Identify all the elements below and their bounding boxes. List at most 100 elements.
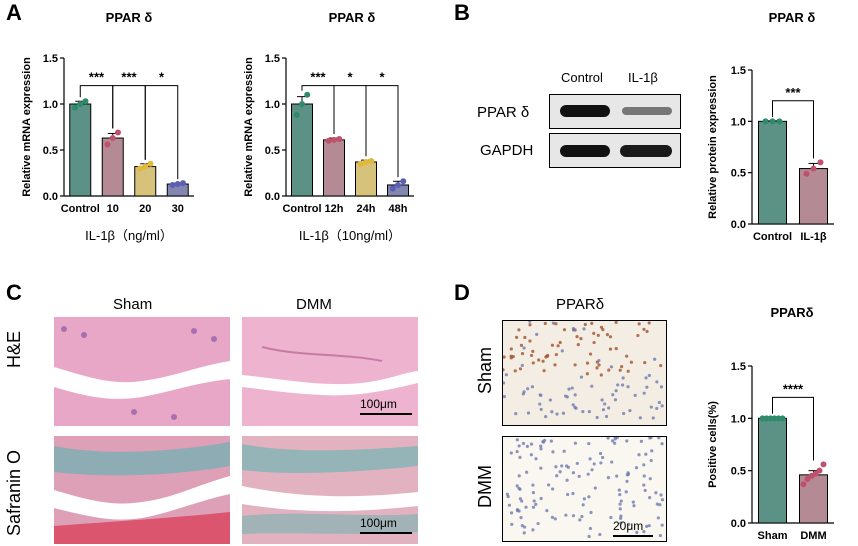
- cell-nucleus: [613, 437, 617, 439]
- cell-nucleus: [529, 353, 534, 358]
- data-point: [180, 180, 186, 187]
- cell-nucleus: [592, 331, 596, 335]
- cell-nucleus: [609, 365, 614, 369]
- cell-nucleus: [525, 470, 529, 474]
- cell-nucleus: [604, 414, 609, 419]
- cell-nucleus: [636, 333, 640, 338]
- cell-nucleus: [656, 516, 660, 520]
- micrograph-he-dmm: 100μm: [242, 317, 418, 426]
- cell-nucleus: [617, 488, 621, 492]
- data-point: [169, 181, 176, 188]
- cell-nucleus: [647, 321, 651, 325]
- bar-1: [323, 139, 345, 197]
- y-tick-label: 0.5: [731, 168, 746, 180]
- bar-0: [69, 103, 92, 197]
- data-point: [331, 136, 337, 143]
- band-ppar-control: [560, 105, 610, 117]
- cell-nucleus: [538, 393, 542, 397]
- cell-nucleus: [650, 449, 654, 453]
- ihc-row-sham: Sham: [475, 346, 495, 394]
- cell-nucleus: [582, 497, 586, 501]
- data-point: [763, 415, 770, 422]
- western-col-il1b: IL-1β: [628, 70, 658, 85]
- cell-nucleus: [528, 339, 532, 343]
- cell-nucleus: [551, 450, 555, 454]
- cell-nucleus: [627, 522, 631, 526]
- cell-nucleus: [509, 354, 513, 358]
- cell-nucleus: [522, 525, 527, 529]
- cell-nucleus: [526, 411, 531, 415]
- x-axis-label: IL-1β（10ng/ml）: [299, 228, 401, 243]
- cell-nucleus: [534, 457, 538, 461]
- cell-nucleus: [515, 438, 519, 442]
- cell-nucleus: [596, 333, 600, 337]
- cell-nucleus: [590, 321, 594, 326]
- cell-nucleus: [607, 368, 611, 372]
- cell-nucleus: [564, 394, 568, 398]
- cell-nucleus: [645, 524, 649, 528]
- cell-nucleus: [586, 472, 590, 476]
- cell-nucleus: [628, 409, 632, 413]
- cell-nucleus: [601, 455, 605, 460]
- cell-nucleus: [517, 486, 521, 490]
- cell-nucleus: [651, 416, 655, 420]
- cell-nucleus: [564, 464, 569, 468]
- cell-nucleus: [548, 398, 552, 402]
- cell-nucleus: [649, 437, 653, 439]
- cell-nucleus: [523, 335, 527, 340]
- cell-nucleus: [545, 354, 549, 358]
- y-tick-label: 0.0: [731, 219, 746, 231]
- cell-nucleus: [635, 530, 639, 535]
- cell-nucleus: [618, 507, 622, 511]
- cell-nucleus: [618, 368, 622, 372]
- y-tick-label: 1.0: [43, 99, 58, 111]
- cell-nucleus: [585, 372, 589, 376]
- cell-nucleus: [550, 515, 555, 520]
- cell-nucleus: [531, 528, 535, 532]
- y-axis-label: Relative protein expression: [707, 75, 719, 219]
- cell-nucleus: [531, 349, 535, 354]
- y-tick-label: 1.0: [265, 99, 280, 111]
- scalebar-safranin: [360, 532, 412, 534]
- y-tick-label: 0.0: [43, 191, 58, 203]
- y-tick-label: 1.5: [265, 53, 280, 65]
- cell-nucleus: [642, 530, 646, 534]
- data-point: [299, 101, 305, 107]
- cell-nucleus: [660, 498, 665, 502]
- cell-nucleus: [556, 344, 560, 348]
- bar-3: [166, 183, 189, 197]
- cell-nucleus: [626, 471, 630, 475]
- cell-nucleus: [657, 437, 661, 440]
- significance-bracket: [79, 85, 114, 129]
- y-tick-label: 0.5: [731, 466, 746, 478]
- cell-nucleus: [531, 361, 535, 365]
- cell-nucleus: [620, 383, 625, 387]
- micrograph-he-sham: [54, 317, 230, 426]
- cell-nucleus: [600, 398, 604, 402]
- data-point: [816, 467, 823, 474]
- cell-nucleus: [554, 352, 558, 357]
- cell-nucleus: [543, 321, 547, 326]
- data-point: [769, 118, 776, 125]
- y-axis-label: Relative mRNA expression: [243, 57, 255, 197]
- bar-0: [758, 120, 787, 225]
- cell-nucleus: [555, 412, 559, 416]
- data-point: [395, 181, 401, 188]
- cell-nucleus: [503, 395, 506, 399]
- cell-nucleus: [551, 487, 555, 491]
- data-point: [368, 158, 375, 165]
- y-tick-label: 1.5: [731, 361, 746, 373]
- data-point: [775, 415, 782, 422]
- cell-nucleus: [605, 333, 610, 337]
- cell-nucleus: [637, 322, 641, 326]
- ihc-image-sham: [502, 320, 667, 426]
- cell-nucleus: [555, 474, 559, 478]
- panel-letter-d: D: [454, 280, 470, 305]
- cell-nucleus: [573, 441, 578, 445]
- y-tick-label: 1.0: [731, 413, 746, 425]
- cell-nucleus: [626, 369, 630, 373]
- data-point: [104, 141, 111, 148]
- x-tick-label: 12h: [325, 203, 344, 215]
- cell-nucleus: [642, 483, 646, 487]
- bar-2: [134, 166, 157, 197]
